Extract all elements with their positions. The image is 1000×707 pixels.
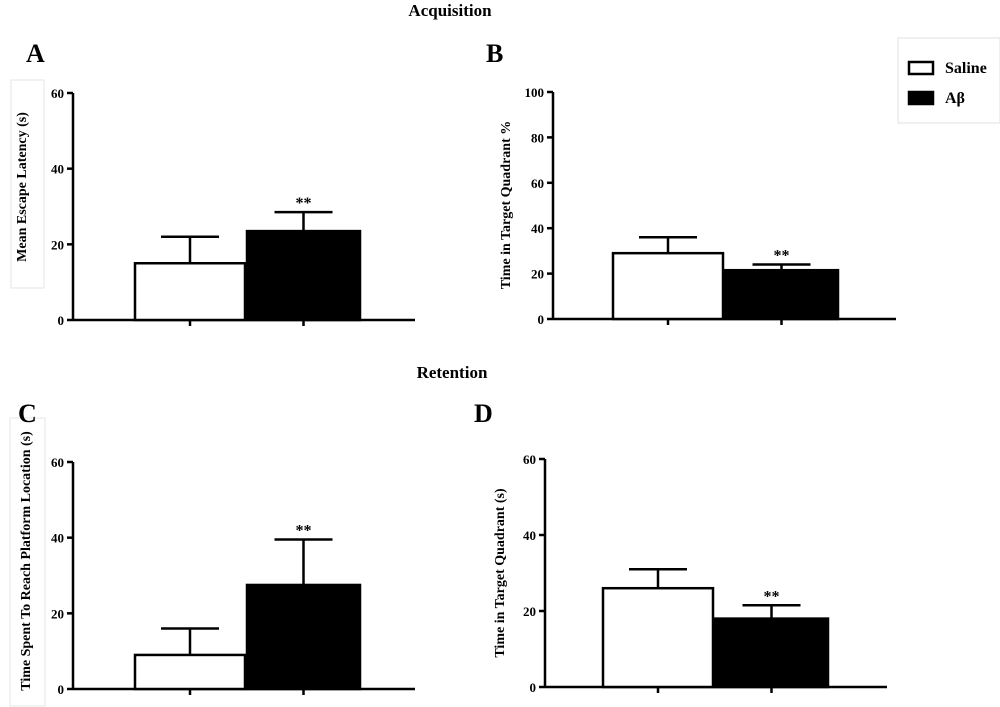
panel-letter-d: D — [474, 399, 493, 428]
legend-label-abeta: Aβ — [945, 90, 965, 107]
y-tick-label-a: 40 — [51, 162, 64, 177]
panel-b: B Time in Target Quadrant % 0 20 40 60 80 100 ** — [486, 39, 896, 327]
y-tick-label-b: 100 — [525, 85, 545, 100]
y-tick-label-b: 0 — [538, 312, 545, 327]
y-tick-label-d: 20 — [523, 604, 536, 619]
bar-c-saline — [133, 653, 247, 691]
legend-box — [897, 37, 1000, 124]
y-tick-label-b: 20 — [531, 267, 544, 282]
bar-b-abeta — [723, 268, 840, 321]
legend-swatch-abeta — [907, 90, 935, 106]
bar-d-saline — [601, 586, 715, 689]
y-tick-label-d: 60 — [523, 452, 536, 467]
y-axis-label-d: Time in Target Quadrant (s) — [493, 488, 508, 658]
panels: A Mean Escape Latency (s) 0 20 40 60 ** B Time i… — [15, 39, 896, 697]
y-axis-label-b: Time in Target Quadrant % — [499, 121, 514, 290]
panel-d: D Time in Target Quadrant (s) 0 20 40 60 ** — [474, 399, 887, 695]
significance-marker-d: ** — [764, 588, 780, 605]
section-title-acquisition: Acquisition — [408, 1, 492, 20]
y-tick-label-b: 80 — [531, 130, 544, 145]
significance-marker-b: ** — [774, 248, 790, 265]
bar-a-saline — [133, 262, 247, 322]
y-tick-label-a: 0 — [58, 313, 65, 328]
legend-swatch-saline — [907, 60, 935, 76]
bar-a-abeta — [245, 229, 362, 322]
bar-c-abeta — [245, 583, 362, 691]
y-axis-label-a: Mean Escape Latency (s) — [15, 112, 30, 262]
y-tick-label-b: 60 — [531, 176, 544, 191]
y-tick-label-d: 0 — [530, 680, 537, 695]
bar-d-abeta — [713, 617, 830, 689]
section-title-retention: Retention — [417, 363, 488, 382]
panel-c: C Time Spent To Reach Platform Location (… — [18, 399, 415, 697]
panel-letter-b: B — [486, 39, 503, 68]
legend-label-saline: Saline — [945, 60, 987, 77]
panel-letter-a: A — [26, 39, 45, 68]
y-axis-label-c: Time Spent To Reach Platform Location (s… — [19, 431, 34, 691]
legend: Saline Aβ — [897, 37, 1000, 124]
significance-marker-c: ** — [296, 523, 312, 540]
panel-a: A Mean Escape Latency (s) 0 20 40 60 ** — [15, 39, 415, 328]
bar-b-saline — [611, 251, 725, 321]
ylabel-box-a — [10, 79, 45, 289]
ylabel-box-c — [9, 417, 46, 707]
y-tick-label-a: 60 — [51, 86, 64, 101]
y-tick-label-c: 20 — [51, 606, 64, 621]
y-tick-label-c: 0 — [58, 682, 65, 697]
y-tick-label-d: 40 — [523, 528, 536, 543]
y-tick-label-a: 20 — [51, 237, 64, 252]
y-tick-label-c: 60 — [51, 455, 64, 470]
significance-marker-a: ** — [296, 195, 312, 212]
y-tick-label-c: 40 — [51, 531, 64, 546]
y-tick-label-b: 40 — [531, 221, 544, 236]
panel-letter-c: C — [18, 399, 37, 428]
